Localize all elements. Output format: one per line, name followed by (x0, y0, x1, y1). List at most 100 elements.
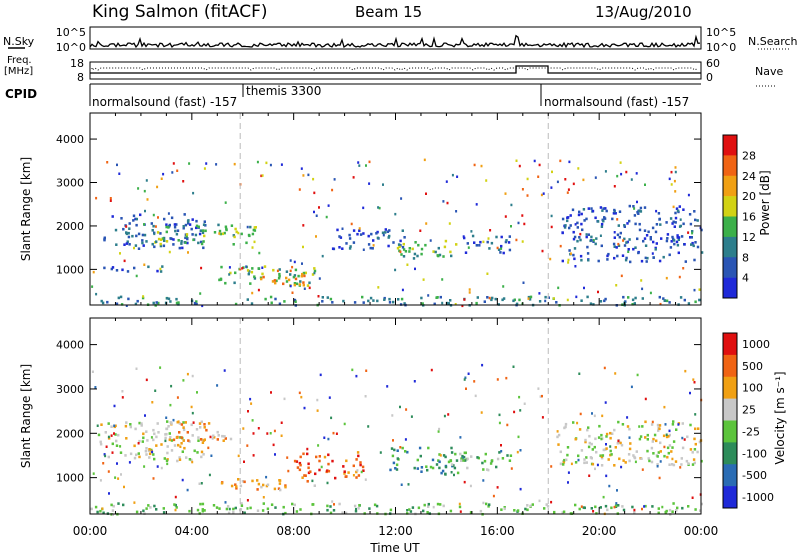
heatmap-cell (326, 469, 329, 472)
heatmap-cell (441, 278, 444, 281)
heatmap-cell (644, 420, 647, 424)
heatmap-cell (628, 447, 632, 451)
heatmap-cell (174, 495, 177, 499)
heatmap-cell (444, 455, 447, 459)
heatmap-cell (639, 210, 643, 213)
heatmap-cell (454, 452, 457, 456)
heatmap-cell (630, 385, 633, 389)
heatmap-cell (692, 458, 696, 461)
heatmap-cell (602, 207, 605, 210)
heatmap-cell (654, 230, 658, 234)
heatmap-cell (598, 424, 601, 428)
heatmap-cell (317, 444, 320, 447)
heatmap-cell (632, 454, 635, 457)
heatmap-cell (286, 456, 289, 459)
heatmap-cell (253, 275, 256, 278)
heatmap-cell (229, 437, 233, 441)
heatmap-cell (501, 457, 505, 460)
heatmap-cell (323, 455, 327, 459)
heatmap-cell (129, 452, 133, 456)
heatmap-cell (331, 301, 334, 304)
heatmap-cell (358, 504, 361, 507)
heatmap-cell (213, 231, 217, 234)
heatmap-cell (170, 384, 173, 388)
heatmap-cell (217, 434, 220, 437)
heatmap-cell (91, 370, 94, 373)
heatmap-cell (681, 506, 684, 510)
heatmap-cell (522, 281, 525, 284)
heatmap-cell (396, 449, 399, 452)
heatmap-cell (640, 259, 644, 263)
heatmap-cell (199, 240, 203, 244)
heatmap-cell (657, 507, 660, 510)
heatmap-cell (160, 443, 163, 446)
heatmap-cell (663, 299, 666, 302)
heatmap-cell (177, 303, 180, 306)
heatmap-cell (679, 466, 682, 469)
heatmap-cell (443, 414, 446, 418)
heatmap-cell (125, 304, 128, 307)
heatmap-cell (537, 175, 540, 178)
heatmap-cell (551, 170, 553, 174)
heatmap-cell (262, 275, 265, 279)
heatmap-cell (583, 219, 586, 222)
heatmap-cell (295, 460, 299, 463)
heatmap-cell (291, 291, 294, 294)
heatmap-cell (283, 397, 286, 401)
heatmap-cell (427, 505, 430, 508)
heatmap-cell (665, 435, 669, 439)
heatmap-cell (284, 511, 287, 515)
heatmap-cell (658, 427, 661, 431)
heatmap-cell (357, 507, 360, 510)
heatmap-cell (689, 423, 692, 427)
colorbar-swatch (723, 175, 737, 197)
heatmap-cell (463, 236, 466, 240)
heatmap-cell (154, 389, 157, 392)
heatmap-cell (382, 183, 384, 186)
heatmap-cell (119, 445, 122, 448)
heatmap-cell (603, 299, 606, 303)
heatmap-cell (613, 185, 616, 188)
heatmap-cell (616, 174, 619, 178)
heatmap-cell (559, 159, 562, 163)
heatmap-cell (606, 254, 609, 258)
heatmap-cell (101, 507, 104, 510)
heatmap-cell (627, 453, 631, 456)
heatmap-cell (594, 467, 596, 471)
heatmap-cell (510, 467, 513, 470)
heatmap-cell (156, 422, 159, 425)
heatmap-cell (574, 461, 578, 464)
heatmap-cell (649, 236, 652, 239)
heatmap-cell (394, 268, 397, 272)
power-colorbar-label: Power [dB] (758, 170, 772, 235)
heatmap-cell (673, 225, 676, 228)
heatmap-cell (162, 511, 166, 514)
heatmap-cell (469, 484, 472, 488)
heatmap-cell (640, 279, 643, 282)
freq-right-tick-top: 60 (706, 57, 720, 70)
heatmap-cell (382, 233, 385, 237)
heatmap-cell (144, 414, 146, 417)
heatmap-cell (143, 233, 147, 237)
heatmap-cell (504, 215, 507, 218)
heatmap-cell (313, 210, 315, 214)
heatmap-cell (546, 505, 550, 508)
heatmap-cell (218, 229, 222, 233)
heatmap-cell (165, 432, 168, 436)
heatmap-cell (628, 436, 631, 439)
heatmap-cell (633, 207, 636, 210)
heatmap-cell (196, 451, 199, 454)
heatmap-cell (658, 424, 662, 427)
heatmap-cell (618, 235, 621, 239)
heatmap-cell (168, 250, 171, 254)
heatmap-cell (313, 484, 316, 487)
heatmap-cell (182, 421, 185, 424)
heatmap-cell (122, 227, 125, 231)
heatmap-cell (107, 435, 110, 439)
heatmap-cell (572, 421, 575, 424)
heatmap-cell (99, 479, 102, 482)
heatmap-cell (315, 235, 317, 238)
heatmap-cell (572, 230, 575, 234)
heatmap-cell (521, 188, 524, 191)
heatmap-cell (260, 277, 263, 281)
